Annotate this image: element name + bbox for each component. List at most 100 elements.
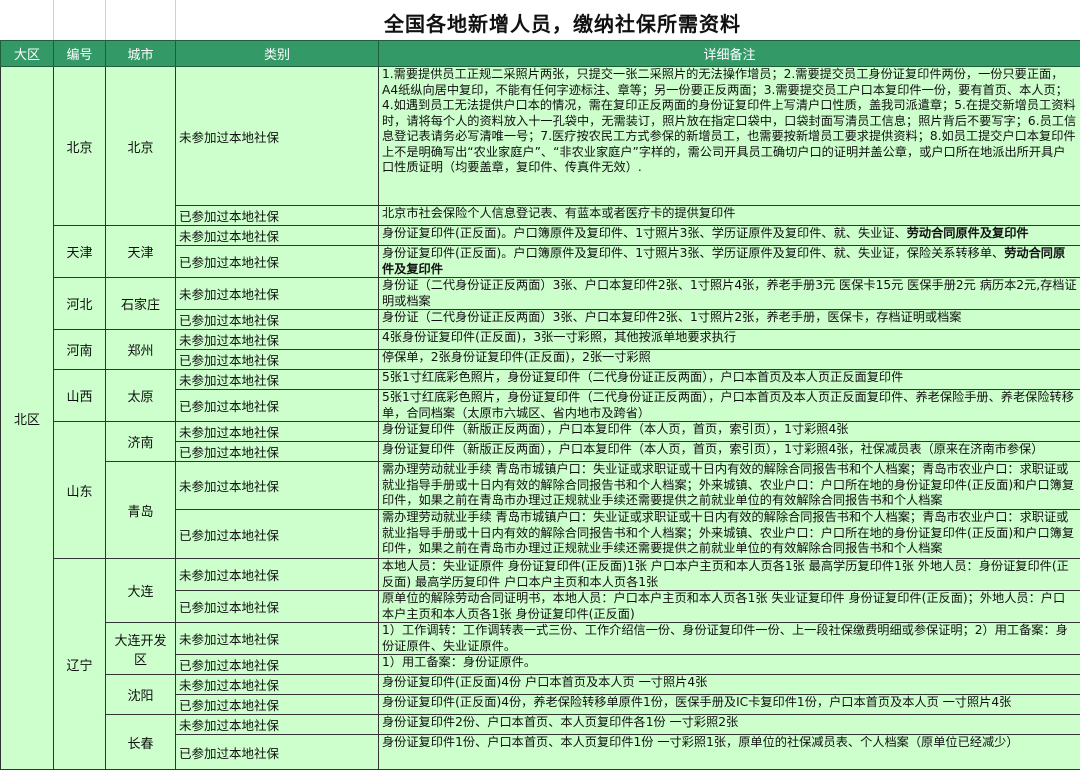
- city-cell[interactable]: 长春: [106, 715, 176, 770]
- category-cell[interactable]: 已参加过本地社保: [176, 390, 379, 422]
- gridline: [53, 0, 54, 40]
- gridline: [105, 0, 106, 40]
- table-row: 长春未参加过本地社保身份证复印件2份、户口本首页、本人页复印件各1份 一寸彩照2…: [1, 715, 1080, 735]
- table-row: 青岛未参加过本地社保需办理劳动就业手续 青岛市城镇户口：失业证或求职证或十日内有…: [1, 462, 1080, 510]
- detail-cell[interactable]: 需办理劳动就业手续 青岛市城镇户口：失业证或求职证或十日内有效的解除合同报告书和…: [379, 510, 1080, 559]
- header-detail[interactable]: 详细备注: [379, 41, 1080, 67]
- detail-cell[interactable]: 原单位的解除劳动合同证明书，本地人员：户口本户主页和本人页各1张 失业证复印件 …: [379, 591, 1080, 623]
- detail-text: 身份证复印件1份、户口本首页、本人页复印件1份 一寸彩照1张，原单位的社保减员表…: [382, 735, 1019, 749]
- category-cell[interactable]: 未参加过本地社保: [176, 330, 379, 350]
- detail-cell[interactable]: 身份证复印件（新版正反两面），户口本复印件（本人页，首页，索引页），1寸彩照4张…: [379, 442, 1080, 462]
- category-cell[interactable]: 未参加过本地社保: [176, 226, 379, 246]
- detail-text: 身份证复印件（新版正反两面），户口本复印件（本人页，首页，索引页），1寸彩照4张: [382, 422, 848, 436]
- category-cell[interactable]: 已参加过本地社保: [176, 442, 379, 462]
- city-cell[interactable]: 济南: [106, 422, 176, 462]
- detail-text: 5张1寸红底彩色照片，身份证复印件（二代身份证正反两面），户口本首页及本人页正反…: [382, 370, 903, 384]
- detail-cell[interactable]: 身份证复印件（新版正反两面），户口本复印件（本人页，首页，索引页），1寸彩照4张: [379, 422, 1080, 442]
- province-cell[interactable]: 山西: [54, 370, 106, 422]
- category-cell[interactable]: 未参加过本地社保: [176, 559, 379, 591]
- detail-text: 本地人员：失业证原件 身份证复印件(正反面)1张 户口本户主页和本人页各1张 最…: [382, 559, 1069, 589]
- header-category[interactable]: 类别: [176, 41, 379, 67]
- province-cell[interactable]: 山东: [54, 422, 106, 559]
- detail-text: 1）用工备案：身份证原件。: [382, 655, 536, 669]
- city-cell[interactable]: 郑州: [106, 330, 176, 370]
- table-row: 辽宁大连未参加过本地社保本地人员：失业证原件 身份证复印件(正反面)1张 户口本…: [1, 559, 1080, 591]
- category-cell[interactable]: 已参加过本地社保: [176, 695, 379, 715]
- category-cell[interactable]: 已参加过本地社保: [176, 246, 379, 278]
- table-row: 沈阳未参加过本地社保身份证复印件(正反面)4份 户口本首页及本人页 一寸照片4张: [1, 675, 1080, 695]
- detail-text: 4张身份证复印件(正反面)，3张一寸彩照，其他按派单地要求执行: [382, 330, 736, 344]
- detail-cell[interactable]: 停保单，2张身份证复印件(正反面)，2张一寸彩照: [379, 350, 1080, 370]
- detail-text: 1）工作调转：工作调转表一式三份、工作介绍信一份、身份证复印件一份、上一段社保缴…: [382, 623, 1068, 653]
- category-cell[interactable]: 已参加过本地社保: [176, 350, 379, 370]
- region-cell[interactable]: 北区: [1, 67, 54, 770]
- city-cell[interactable]: 沈阳: [106, 675, 176, 715]
- category-cell[interactable]: 未参加过本地社保: [176, 278, 379, 310]
- detail-cell[interactable]: 身份证复印件1份、户口本首页、本人页复印件1份 一寸彩照1张，原单位的社保减员表…: [379, 735, 1080, 770]
- detail-text: 身份证复印件(正反面)。户口簿原件及复印件、1寸照片3张、学历证原件及复印件、就…: [382, 246, 1004, 260]
- city-cell[interactable]: 大连开发区: [106, 623, 176, 675]
- detail-text: 身份证复印件(正反面)4份 户口本首页及本人页 一寸照片4张: [382, 675, 707, 689]
- detail-text: 原单位的解除劳动合同证明书，本地人员：户口本户主页和本人页各1张 失业证复印件 …: [382, 591, 1065, 621]
- detail-bold-text: 劳动合同原件及复印件: [907, 226, 1029, 240]
- detail-cell[interactable]: 1）工作调转：工作调转表一式三份、工作介绍信一份、身份证复印件一份、上一段社保缴…: [379, 623, 1080, 655]
- city-cell[interactable]: 天津: [106, 226, 176, 278]
- detail-cell[interactable]: 身份证复印件2份、户口本首页、本人页复印件各1份 一寸彩照2张: [379, 715, 1080, 735]
- category-cell[interactable]: 未参加过本地社保: [176, 623, 379, 655]
- city-cell[interactable]: 北京: [106, 67, 176, 226]
- province-cell[interactable]: 北京: [54, 67, 106, 226]
- detail-cell[interactable]: 1.需要提供员工正规二采照片两张，只提交一张二采照片的无法操作增员；2.需要提交…: [379, 67, 1080, 206]
- category-cell[interactable]: 已参加过本地社保: [176, 735, 379, 770]
- header-number[interactable]: 编号: [54, 41, 106, 67]
- detail-text: 需办理劳动就业手续 青岛市城镇户口：失业证或求职证或十日内有效的解除合同报告书和…: [382, 510, 1074, 555]
- detail-cell[interactable]: 身份证复印件(正反面)。户口簿原件及复印件、1寸照片3张、学历证原件及复印件、就…: [379, 226, 1080, 246]
- detail-text: 身份证（二代身份证正反两面）3张、户口本复印件2张、1寸照片4张，养老手册3元 …: [382, 278, 1077, 308]
- header-city[interactable]: 城市: [106, 41, 176, 67]
- title-row: 全国各地新增人员，缴纳社保所需资料: [0, 0, 1080, 41]
- detail-cell[interactable]: 5张1寸红底彩色照片，身份证复印件（二代身份证正反两面），户口本首页及本人页正反…: [379, 390, 1080, 422]
- province-cell[interactable]: 天津: [54, 226, 106, 278]
- city-cell[interactable]: 青岛: [106, 462, 176, 559]
- detail-cell[interactable]: 北京市社会保险个人信息登记表、有蓝本或者医疗卡的提供复印件: [379, 206, 1080, 226]
- header-region[interactable]: 大区: [1, 41, 54, 67]
- detail-text: 身份证复印件(正反面)。户口簿原件及复印件、1寸照片3张、学历证原件及复印件、就…: [382, 226, 907, 240]
- category-cell[interactable]: 未参加过本地社保: [176, 67, 379, 206]
- detail-cell[interactable]: 需办理劳动就业手续 青岛市城镇户口：失业证或求职证或十日内有效的解除合同报告书和…: [379, 462, 1080, 510]
- province-cell[interactable]: 河南: [54, 330, 106, 370]
- category-cell[interactable]: 未参加过本地社保: [176, 422, 379, 442]
- category-cell[interactable]: 已参加过本地社保: [176, 591, 379, 623]
- detail-cell[interactable]: 5张1寸红底彩色照片，身份证复印件（二代身份证正反两面），户口本首页及本人页正反…: [379, 370, 1080, 390]
- category-cell[interactable]: 已参加过本地社保: [176, 206, 379, 226]
- category-cell[interactable]: 已参加过本地社保: [176, 655, 379, 675]
- detail-cell[interactable]: 身份证（二代身份证正反两面）3张、户口本复印件2张、1寸照片4张，养老手册3元 …: [379, 278, 1080, 310]
- detail-cell[interactable]: 本地人员：失业证原件 身份证复印件(正反面)1张 户口本户主页和本人页各1张 最…: [379, 559, 1080, 591]
- city-cell[interactable]: 石家庄: [106, 278, 176, 330]
- category-cell[interactable]: 已参加过本地社保: [176, 310, 379, 330]
- detail-text: 身份证复印件（新版正反两面），户口本复印件（本人页，首页，索引页），1寸彩照4张…: [382, 442, 1043, 456]
- category-cell[interactable]: 未参加过本地社保: [176, 675, 379, 695]
- detail-text: 北京市社会保险个人信息登记表、有蓝本或者医疗卡的提供复印件: [382, 206, 735, 220]
- detail-text: 身份证（二代身份证正反两面）3张、户口本复印件2张、1寸照片2张，养老手册，医保…: [382, 310, 961, 324]
- category-cell[interactable]: 未参加过本地社保: [176, 462, 379, 510]
- detail-text: 身份证复印件(正反面)4份，养老保险转移单原件1份，医保手册及IC卡复印件1份，…: [382, 695, 1011, 709]
- detail-cell[interactable]: 身份证复印件(正反面)4份，养老保险转移单原件1份，医保手册及IC卡复印件1份，…: [379, 695, 1080, 715]
- province-cell[interactable]: 辽宁: [54, 559, 106, 770]
- header-row: 大区 编号 城市 类别 详细备注: [1, 41, 1080, 67]
- city-cell[interactable]: 太原: [106, 370, 176, 422]
- city-cell[interactable]: 大连: [106, 559, 176, 623]
- detail-cell[interactable]: 身份证（二代身份证正反两面）3张、户口本复印件2张、1寸照片2张，养老手册，医保…: [379, 310, 1080, 330]
- detail-cell[interactable]: 1）用工备案：身份证原件。: [379, 655, 1080, 675]
- detail-cell[interactable]: 身份证复印件(正反面)。户口簿原件及复印件、1寸照片3张、学历证原件及复印件、就…: [379, 246, 1080, 278]
- category-cell[interactable]: 未参加过本地社保: [176, 715, 379, 735]
- province-cell[interactable]: 河北: [54, 278, 106, 330]
- category-cell[interactable]: 已参加过本地社保: [176, 510, 379, 559]
- detail-cell[interactable]: 身份证复印件(正反面)4份 户口本首页及本人页 一寸照片4张: [379, 675, 1080, 695]
- detail-text: 5张1寸红底彩色照片，身份证复印件（二代身份证正反两面），户口本首页及本人页正反…: [382, 390, 1074, 420]
- category-cell[interactable]: 未参加过本地社保: [176, 370, 379, 390]
- detail-cell[interactable]: 4张身份证复印件(正反面)，3张一寸彩照，其他按派单地要求执行: [379, 330, 1080, 350]
